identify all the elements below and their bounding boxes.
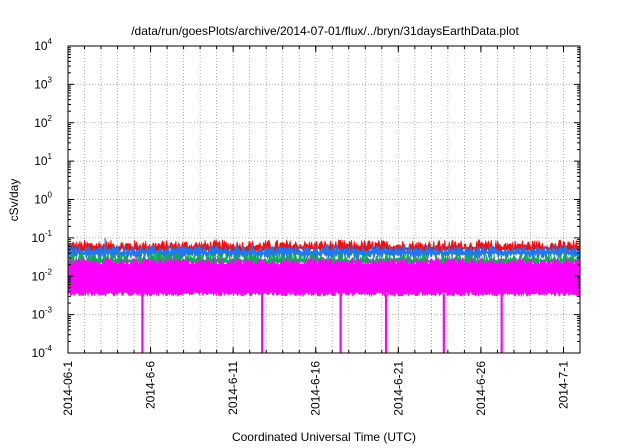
- y-tick-label: 103: [34, 75, 52, 91]
- x-tick-label: 2014-6-21: [391, 361, 405, 416]
- plot-area: [67, 237, 581, 353]
- y-tick-label: 10-4: [32, 344, 53, 360]
- y-tick-label: 104: [34, 37, 52, 53]
- x-tick-label: 2014-7-1: [556, 361, 570, 409]
- x-tick-label: 2014-6-26: [474, 361, 488, 416]
- y-tick-labels: 104 103 102 101 100 10-1 10-2 10-3 10-4: [32, 37, 53, 360]
- y-tick-label: 102: [34, 114, 52, 130]
- x-tick-label: 2014-6-6: [144, 361, 158, 409]
- y-axis-label: cSv/day: [7, 179, 21, 222]
- dropout-mark: [261, 293, 264, 353]
- grid: [68, 46, 580, 353]
- dropout-mark: [141, 293, 144, 353]
- x-tick-label: 2014-6-11: [226, 361, 240, 415]
- y-tick-label: 10-3: [32, 306, 53, 322]
- x-tick-label: 2014-6-16: [309, 361, 323, 416]
- dropout-mark: [384, 293, 388, 353]
- plot-frame: [67, 45, 581, 354]
- y-tick-label: 10-1: [32, 229, 53, 245]
- y-tick-label: 100: [34, 191, 52, 207]
- dropout-mark: [339, 293, 342, 353]
- y-tick-label: 101: [34, 152, 52, 168]
- series-band-3: [67, 257, 581, 298]
- y-tick-label: 10-2: [32, 267, 53, 283]
- chart-title: /data/run/goesPlots/archive/2014-07-01/f…: [131, 24, 519, 38]
- x-tick-labels: 2014-06-1 2014-6-6 2014-6-11 2014-6-16 2014-…: [61, 361, 570, 416]
- x-tick-label: 2014-06-1: [61, 361, 75, 416]
- dropout-mark: [500, 293, 503, 353]
- dropout-mark: [442, 293, 445, 353]
- x-axis-label: Coordinated Universal Time (UTC): [232, 430, 416, 444]
